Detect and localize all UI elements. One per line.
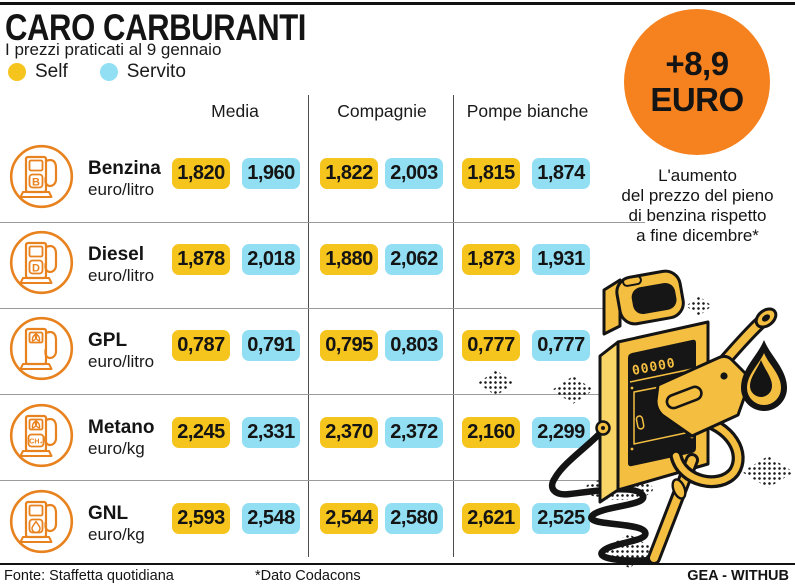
gnl-pump-icon bbox=[9, 489, 74, 554]
pump-display bbox=[602, 269, 685, 336]
increase-unit: EURO bbox=[650, 81, 744, 118]
diesel-icon-letter: D bbox=[32, 263, 40, 275]
price-badge: 1,822 bbox=[320, 158, 378, 189]
fuel-name: GPL bbox=[88, 330, 128, 351]
row-divider-4 bbox=[0, 480, 645, 481]
price-badge: 2,003 bbox=[385, 158, 443, 189]
table-row-gpl: GPL euro/litro 0,787 0,791 0,795 0,803 0… bbox=[0, 312, 645, 398]
price-badge: 1,820 bbox=[172, 158, 230, 189]
row-divider-2 bbox=[0, 308, 645, 309]
increase-highlight-badge: +8,9 EURO bbox=[624, 9, 770, 155]
price-badge: 2,525 bbox=[532, 503, 590, 534]
footnote-text: *Dato Codacons bbox=[255, 568, 361, 584]
column-header-compagnie: Compagnie bbox=[337, 101, 427, 121]
metano-pump-icon: CH₄ bbox=[9, 403, 74, 468]
legend: Self Servito bbox=[8, 61, 186, 83]
row-divider-1 bbox=[0, 222, 645, 223]
note-line: di benzina rispetto bbox=[628, 206, 767, 225]
price-badge: 2,160 bbox=[462, 417, 520, 448]
price-badge: 1,960 bbox=[242, 158, 300, 189]
fuel-unit: euro/litro bbox=[88, 180, 155, 199]
price-badge: 1,878 bbox=[172, 244, 230, 275]
price-badge: 2,548 bbox=[242, 503, 300, 534]
gpl-pump-icon bbox=[9, 316, 74, 381]
benzina-pump-icon: B bbox=[9, 144, 74, 209]
source-text: Fonte: Staffetta quotidiana bbox=[4, 568, 174, 584]
servito-dot-icon bbox=[99, 63, 118, 81]
column-divider-1 bbox=[308, 95, 309, 557]
price-badge: 1,931 bbox=[532, 244, 590, 275]
page-subtitle: I prezzi praticati al 9 gennaio bbox=[5, 40, 222, 59]
table-row-benzina: B Benzina euro/litro 1,820 1,960 1,822 2… bbox=[0, 140, 645, 226]
credit-text: GEA - WITHUB bbox=[687, 568, 789, 584]
oil-drop-icon bbox=[741, 340, 787, 411]
price-badge: 2,018 bbox=[242, 244, 300, 275]
increase-value: +8,9 bbox=[665, 45, 729, 82]
fuel-name: Diesel bbox=[88, 244, 144, 265]
metano-icon-letter: CH₄ bbox=[29, 439, 42, 446]
benzina-icon-letter: B bbox=[32, 177, 40, 189]
price-badge: 0,787 bbox=[172, 330, 230, 361]
price-badge: 2,299 bbox=[532, 417, 590, 448]
price-badge: 2,062 bbox=[385, 244, 443, 275]
note-line: L'aumento bbox=[658, 166, 737, 185]
price-badge: 1,874 bbox=[532, 158, 590, 189]
price-badge: 0,791 bbox=[242, 330, 300, 361]
price-badge: 2,372 bbox=[385, 417, 443, 448]
fuel-nozzle bbox=[647, 307, 778, 565]
leaf-icon bbox=[34, 420, 41, 429]
price-badge: 2,245 bbox=[172, 417, 230, 448]
legend-label-self: Self bbox=[35, 61, 68, 82]
top-rule bbox=[0, 2, 795, 5]
note-line: del prezzo del pieno bbox=[621, 186, 774, 205]
fuel-unit: euro/litro bbox=[88, 352, 155, 371]
column-header-pompe-bianche: Pompe bianche bbox=[466, 101, 589, 121]
fuel-unit: euro/kg bbox=[88, 439, 145, 458]
table-row-gnl: GNL euro/kg 2,593 2,548 2,544 2,580 2,62… bbox=[0, 485, 645, 571]
increase-note: L'aumento del prezzo del pieno di benzin… bbox=[600, 166, 795, 246]
page-title: CARO CARBURANTI bbox=[5, 7, 307, 48]
price-badge: 2,593 bbox=[172, 503, 230, 534]
price-badge: 2,621 bbox=[462, 503, 520, 534]
price-badge: 0,777 bbox=[532, 330, 590, 361]
fuel-name: Metano bbox=[88, 417, 155, 438]
price-badge: 2,544 bbox=[320, 503, 378, 534]
price-badge: 2,331 bbox=[242, 417, 300, 448]
price-badge: 0,795 bbox=[320, 330, 378, 361]
table-row-metano: CH₄ Metano euro/kg 2,245 2,331 2,370 2,3… bbox=[0, 399, 645, 485]
fuel-unit: euro/litro bbox=[88, 266, 155, 285]
footer-rule bbox=[0, 563, 795, 565]
price-badge: 1,815 bbox=[462, 158, 520, 189]
fuel-pump-illustration: 00000 bbox=[548, 269, 787, 565]
legend-item-servito: Servito bbox=[99, 61, 186, 83]
note-line: a fine dicembre* bbox=[636, 226, 759, 245]
table-row-diesel: D Diesel euro/litro 1,878 2,018 1,880 2,… bbox=[0, 226, 645, 312]
pump-hose bbox=[548, 426, 654, 564]
drop-icon bbox=[31, 520, 41, 534]
price-badge: 1,880 bbox=[320, 244, 378, 275]
halftone-dots bbox=[686, 296, 712, 316]
diesel-pump-icon: D bbox=[9, 230, 74, 295]
legend-label-servito: Servito bbox=[126, 61, 186, 82]
leaf-icon bbox=[34, 333, 41, 342]
price-badge: 1,873 bbox=[462, 244, 520, 275]
legend-item-self: Self bbox=[8, 61, 68, 83]
fuel-unit: euro/kg bbox=[88, 525, 145, 544]
price-badge: 2,370 bbox=[320, 417, 378, 448]
self-dot-icon bbox=[8, 63, 26, 81]
fuel-name: Benzina bbox=[88, 158, 161, 179]
fuel-name: GNL bbox=[88, 503, 129, 524]
row-divider-3 bbox=[0, 394, 645, 395]
column-header-media: Media bbox=[211, 101, 259, 121]
price-badge: 0,803 bbox=[385, 330, 443, 361]
column-divider-2 bbox=[453, 95, 454, 557]
price-badge: 2,580 bbox=[385, 503, 443, 534]
price-badge: 0,777 bbox=[462, 330, 520, 361]
